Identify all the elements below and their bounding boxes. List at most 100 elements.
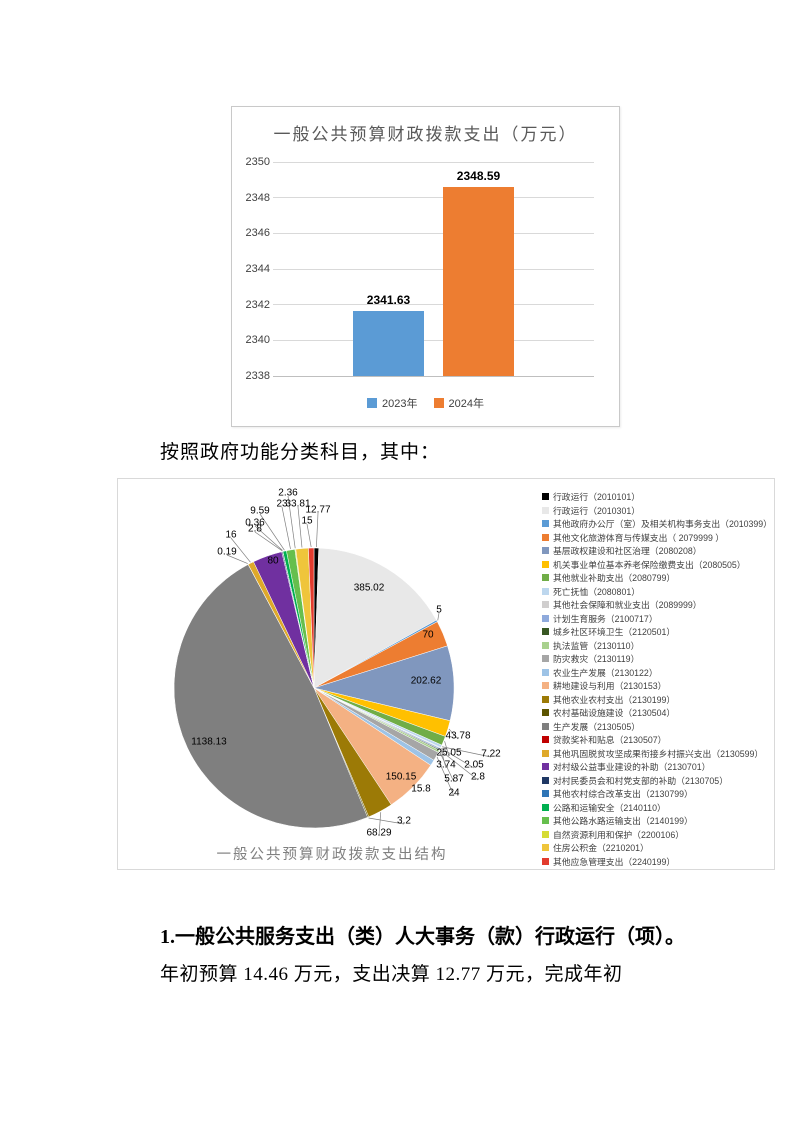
bar-chart: 一般公共预算财政拨款支出（万元） 2023年 2024年 2350 2348 2346…	[231, 106, 620, 427]
pie-chart-legend: 行政运行（2010101） 行政运行（2010301） 其他政府办公厅（室）及相关机…	[542, 490, 772, 869]
legend-label: 其他文化旅游体育与传媒支出（ 2079999 ）	[553, 532, 725, 543]
legend-label: 其他公路水路运输支出（2140199）	[553, 816, 693, 827]
pie-data-label: 385.02	[354, 583, 385, 594]
pie-label-leader-line	[230, 537, 251, 563]
pie-data-label: 3.74	[436, 760, 456, 771]
pie-label-leader-line	[281, 506, 291, 550]
pie-legend-item: 其他文化旅游体育与传媒支出（ 2079999 ）	[542, 531, 770, 545]
legend-label: 其他农业农村支出（2130199）	[553, 694, 676, 705]
legend-swatch-icon	[542, 547, 549, 555]
pie-label-leader-line	[441, 748, 475, 769]
section-heading: 1.一般公共服务支出（类）人大事务（款）行政运行（项）。	[160, 926, 685, 948]
bar-gridline	[273, 268, 594, 270]
bar-gridline	[273, 161, 594, 163]
legend-label: 其他农村综合改革支出（2130799）	[553, 789, 693, 800]
legend-swatch-icon	[542, 844, 549, 852]
pie-data-label: 15	[301, 516, 313, 527]
pie-data-label: 3.2	[397, 816, 411, 827]
pie-legend-item: 耕地建设与利用（2130153）	[542, 679, 770, 693]
pie-legend-item: 死亡抚恤（2080801）	[542, 585, 770, 599]
pie-label-leader-line	[259, 513, 285, 551]
pie-data-label: 43.78	[445, 731, 470, 742]
pie-legend-item: 其他农村综合改革支出（2130799）	[542, 787, 770, 801]
pie-data-label: 7.22	[481, 749, 501, 760]
pie-data-label: 0.19	[217, 547, 237, 558]
legend-label: 贷款奖补和贴息（2130507）	[553, 735, 667, 746]
pie-legend-item: 其他公路水路运输支出（2140199）	[542, 814, 770, 828]
legend-swatch-icon	[542, 830, 549, 838]
legend-label: 其他应急管理支出（2240199）	[553, 856, 676, 867]
pie-label-leader-line	[368, 817, 405, 825]
legend-label: 其他政府办公厅（室）及相关机构事务支出（2010399）	[553, 519, 772, 530]
legend-label: 机关事业单位基本养老保险缴费支出（2080505）	[553, 559, 746, 570]
pie-data-label: 15.8	[411, 784, 431, 795]
bar-value-label: 2348.59	[456, 169, 501, 184]
bar-gridline	[273, 304, 594, 306]
pie-chart-title: 一般公共预算财政拨款支出结构	[216, 847, 448, 863]
pie-label-leader-line	[297, 506, 303, 548]
bar-chart-plot-area	[273, 161, 594, 377]
pie-data-label: 0.36	[245, 518, 265, 529]
pie-legend-item: 公路和运输安全（2140110）	[542, 801, 770, 815]
pie-label-leader-line	[306, 523, 312, 548]
legend-label: 城乡社区环境卫生（2120501）	[553, 627, 676, 638]
pie-data-label: 9.59	[250, 506, 270, 517]
y-axis-tick-label: 2344	[245, 263, 270, 275]
pie-data-label: 70	[422, 630, 434, 641]
pie-legend-item: 计划生育服务（2100717）	[542, 612, 770, 626]
legend-swatch-icon	[542, 682, 549, 690]
pie-label-leader-line	[254, 525, 283, 551]
pie-label-leader-line	[287, 495, 296, 549]
pie-label-leader-line	[437, 612, 440, 621]
pie-legend-item: 其他应急管理支出（2240199）	[542, 855, 770, 869]
pie-label-leader-line	[378, 812, 382, 837]
pie-legend-item: 基层政权建设和社区治理（2080208）	[542, 544, 770, 558]
legend-swatch-icon	[542, 695, 549, 703]
bar-gridline	[273, 232, 594, 234]
pie-data-label: 2.36	[278, 488, 298, 499]
y-axis-tick-label: 2342	[245, 298, 270, 311]
pie-legend-item: 行政运行（2010301）	[542, 504, 770, 518]
legend-swatch-icon	[542, 749, 549, 757]
legend-label: 执法监管（2130110）	[553, 640, 640, 651]
legend-label: 自然资源利用和保护（2200106）	[553, 829, 685, 840]
legend-swatch-icon	[542, 722, 549, 730]
legend-label: 2024年	[448, 398, 484, 410]
pie-data-label: 80	[267, 556, 279, 567]
bar-gridline	[273, 197, 594, 199]
legend-label: 其他就业补助支出（2080799）	[553, 573, 676, 584]
pie-label-leader-line	[436, 756, 455, 797]
pie-legend-item: 农村基础设施建设（2130504）	[542, 706, 770, 720]
pie-slice	[313, 547, 437, 689]
pie-data-label: 202.62	[411, 676, 442, 687]
legend-label: 对村级公益事业建设的补助（2130701）	[553, 762, 711, 773]
pie-legend-item: 对村级公益事业建设的补助（2130701）	[542, 760, 770, 774]
bar-chart-legend: 2023年 2024年	[232, 395, 619, 411]
pie-legend-item: 其他社会保障和就业支出（2089999）	[542, 598, 770, 612]
pie-chart: 12.77 385.02 5 70 202.62 43.78 25.05 7.22 2.05 3.…	[117, 478, 775, 870]
legend-swatch-icon	[542, 803, 549, 811]
pie-legend-item: 执法监管（2130110）	[542, 639, 770, 653]
bar-chart-title: 一般公共预算财政拨款支出（万元）	[273, 125, 578, 144]
pie-data-label: 12.77	[305, 505, 330, 516]
legend-swatch-icon	[433, 398, 444, 408]
pie-data-label: 23	[276, 499, 288, 510]
legend-swatch-icon	[542, 520, 549, 528]
bar-2024年	[443, 187, 514, 376]
pie-label-leader-line	[226, 554, 248, 564]
legend-label: 农村基础设施建设（2130504）	[553, 708, 676, 719]
legend-label: 计划生育服务（2100717）	[553, 613, 658, 624]
pie-label-leader-line	[440, 750, 479, 781]
legend-swatch-icon	[542, 655, 549, 663]
legend-label: 死亡抚恤（2080801）	[553, 586, 641, 597]
bar-legend-item: 2023年	[367, 395, 418, 411]
pie-legend-item: 其他巩固脱贫攻坚成果衔接乡村振兴支出（2130599）	[542, 747, 770, 761]
pie-slice	[173, 564, 368, 829]
legend-swatch-icon	[542, 587, 549, 595]
pie-legend-item: 对村民委员会和村党支部的补助（2130705）	[542, 774, 770, 788]
legend-label: 耕地建设与利用（2130153）	[553, 681, 667, 692]
legend-label: 其他社会保障和就业支出（2089999）	[553, 600, 702, 611]
pie-chart-canvas: 12.77 385.02 5 70 202.62 43.78 25.05 7.222.05 3.…	[173, 488, 501, 839]
bar-gridline	[273, 375, 594, 377]
pie-label-leader-line	[440, 749, 447, 769]
